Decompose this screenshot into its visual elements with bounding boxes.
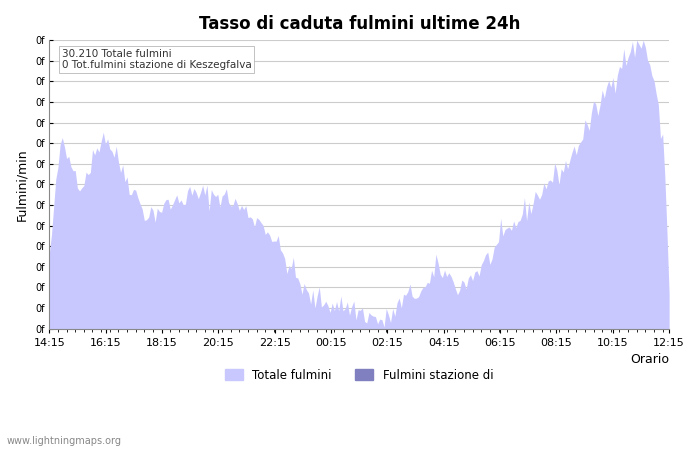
Title: Tasso di caduta fulmini ultime 24h: Tasso di caduta fulmini ultime 24h: [199, 15, 520, 33]
Text: 30.210 Totale fulmini
0 Tot.fulmini stazione di Keszegfalva: 30.210 Totale fulmini 0 Tot.fulmini staz…: [62, 49, 251, 70]
Y-axis label: Fulmini/min: Fulmini/min: [15, 148, 28, 220]
Legend: Totale fulmini, Fulmini stazione di: Totale fulmini, Fulmini stazione di: [220, 364, 498, 386]
X-axis label: Orario: Orario: [630, 353, 669, 366]
Text: www.lightningmaps.org: www.lightningmaps.org: [7, 436, 122, 446]
